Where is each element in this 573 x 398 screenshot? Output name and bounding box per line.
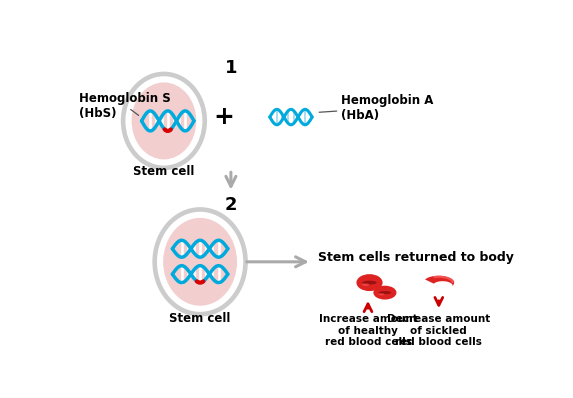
Text: Hemoglobin S
(HbS): Hemoglobin S (HbS) bbox=[79, 92, 171, 119]
Ellipse shape bbox=[374, 286, 397, 300]
Text: Increase amount
of healthy
red blood cells: Increase amount of healthy red blood cel… bbox=[319, 314, 417, 347]
Text: Decrease amount
of sickled
red blood cells: Decrease amount of sickled red blood cel… bbox=[387, 314, 490, 347]
Text: Stem cell: Stem cell bbox=[134, 165, 195, 178]
Ellipse shape bbox=[121, 72, 207, 170]
Ellipse shape bbox=[362, 283, 369, 286]
Ellipse shape bbox=[356, 274, 383, 291]
Ellipse shape bbox=[152, 207, 248, 316]
Ellipse shape bbox=[362, 281, 376, 285]
Text: Stem cell: Stem cell bbox=[170, 312, 231, 325]
Text: Stem cells returned to body: Stem cells returned to body bbox=[318, 251, 514, 264]
Text: Hemoglobin A
(HbA): Hemoglobin A (HbA) bbox=[341, 94, 433, 122]
Text: +: + bbox=[214, 105, 234, 129]
Ellipse shape bbox=[163, 218, 237, 306]
Ellipse shape bbox=[125, 76, 202, 166]
Text: 1: 1 bbox=[225, 59, 237, 76]
Polygon shape bbox=[425, 276, 454, 287]
Ellipse shape bbox=[157, 212, 243, 312]
Ellipse shape bbox=[132, 82, 197, 160]
Ellipse shape bbox=[379, 291, 391, 294]
Text: 2: 2 bbox=[225, 195, 237, 214]
Ellipse shape bbox=[378, 293, 384, 295]
